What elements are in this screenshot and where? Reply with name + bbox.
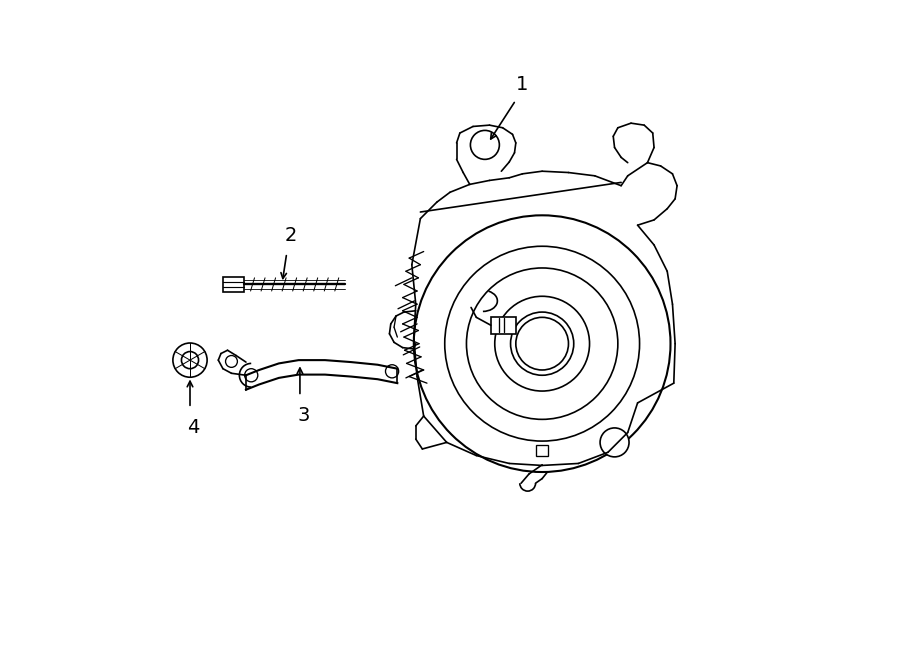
Circle shape <box>471 130 500 159</box>
Bar <box>536 445 548 455</box>
Circle shape <box>516 317 569 370</box>
Circle shape <box>226 356 238 368</box>
Bar <box>491 317 516 334</box>
Text: 1: 1 <box>517 75 528 94</box>
Bar <box>223 277 244 292</box>
Circle shape <box>385 365 399 378</box>
Circle shape <box>600 428 629 457</box>
Circle shape <box>173 343 207 377</box>
Text: 3: 3 <box>298 406 310 424</box>
Text: 2: 2 <box>284 226 297 245</box>
Circle shape <box>245 369 257 382</box>
Text: 4: 4 <box>187 418 200 437</box>
Circle shape <box>182 352 199 369</box>
